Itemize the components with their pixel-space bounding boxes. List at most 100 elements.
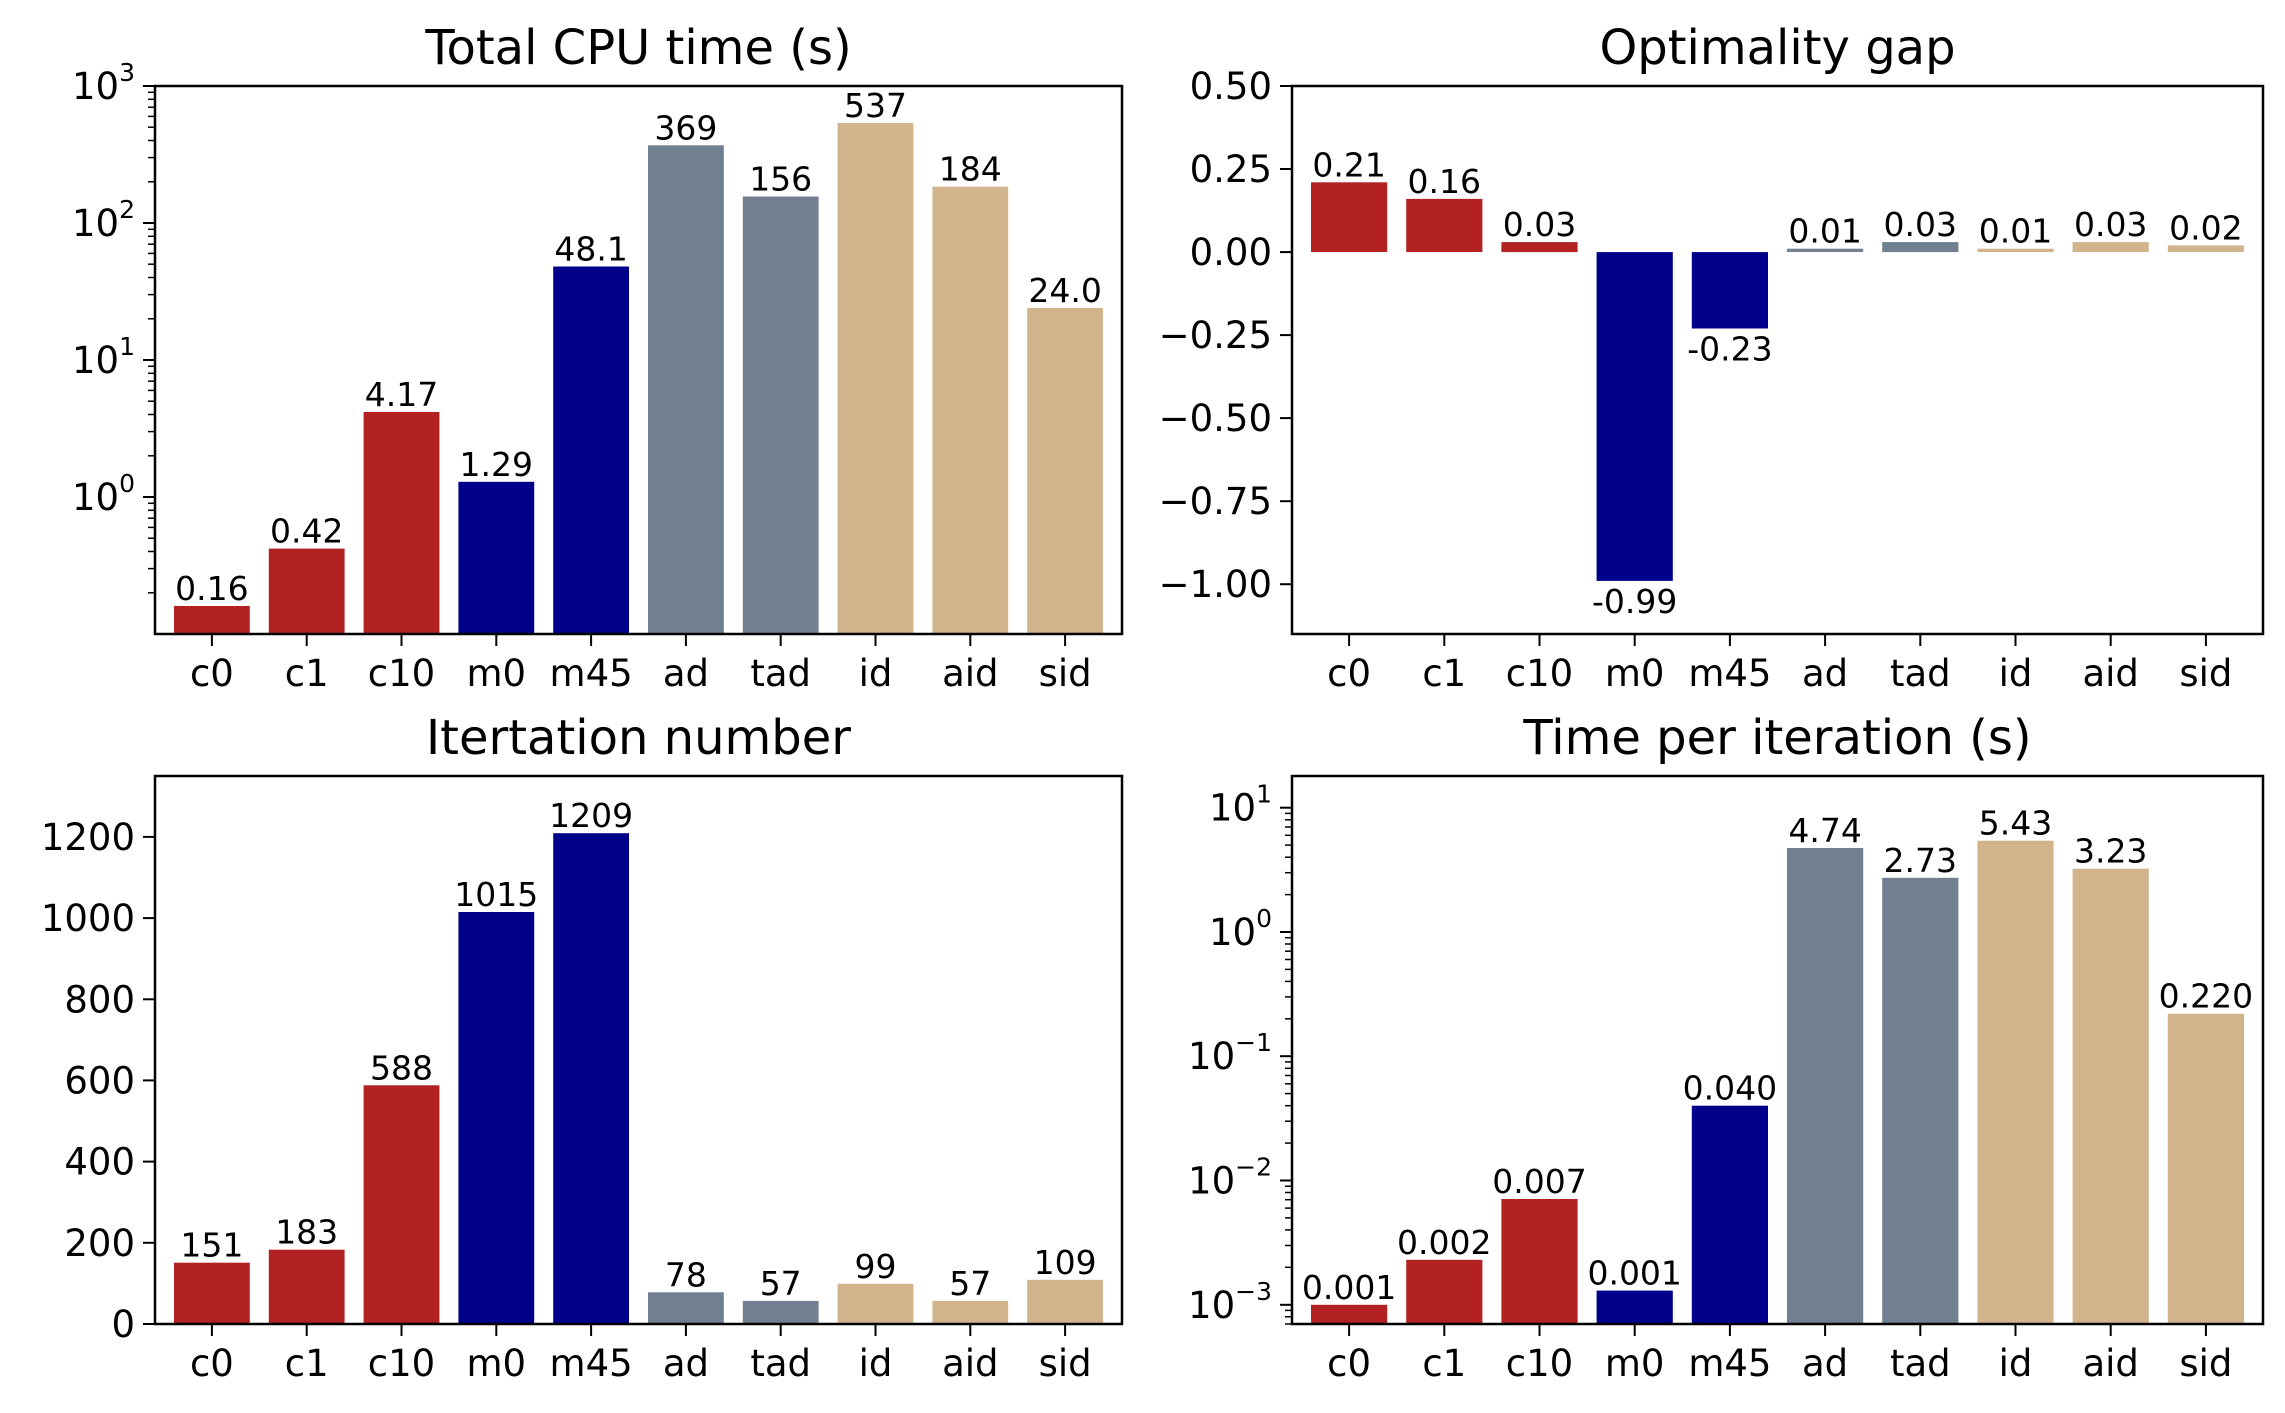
data-label-sid: 0.220	[2159, 977, 2253, 1016]
bar-m45	[553, 266, 629, 634]
chart-title: Time per iteration (s)	[1522, 710, 2031, 766]
x-tick-label-c0: c0	[1327, 1342, 1371, 1385]
data-label-c1: 0.42	[270, 512, 343, 551]
data-label-ad: 369	[654, 108, 717, 147]
bar-tad	[1882, 242, 1959, 253]
data-label-ad: 4.74	[1788, 811, 1861, 850]
bar-c1	[268, 548, 345, 634]
bar-aid	[932, 186, 1009, 634]
data-label-ad: 78	[665, 1255, 707, 1294]
x-tick-label-id: id	[859, 652, 893, 695]
bar-sid	[2167, 1013, 2244, 1324]
x-tick-label-m0: m0	[1605, 1342, 1665, 1385]
y-tick-label: 0	[111, 1303, 135, 1346]
y-tick-label: −0.75	[1159, 480, 1272, 523]
bar-m45	[1691, 252, 1768, 329]
data-label-c1: 0.002	[1397, 1223, 1491, 1262]
bar-m45	[553, 833, 629, 1324]
bar-c0	[174, 1262, 250, 1324]
data-label-c1: 183	[275, 1213, 338, 1252]
x-tick-label-c10: c10	[1506, 1342, 1573, 1385]
y-tick-label: 1000	[41, 897, 135, 940]
x-tick-label-ad: ad	[1802, 652, 1848, 695]
x-tick-label-m0: m0	[1605, 652, 1665, 695]
x-tick-label-c0: c0	[1327, 652, 1371, 695]
chart-title: Total CPU time (s)	[424, 20, 851, 76]
bar-id	[837, 123, 914, 634]
y-tick-label: −0.25	[1159, 314, 1272, 357]
x-tick-label-c10: c10	[368, 652, 435, 695]
data-label-tad: 0.03	[1884, 205, 1957, 244]
data-label-m45: 1209	[549, 796, 633, 835]
data-label-tad: 2.73	[1884, 841, 1957, 880]
x-tick-label-aid: aid	[942, 652, 998, 695]
x-tick-label-sid: sid	[2179, 1342, 2232, 1385]
data-label-aid: 0.03	[2074, 205, 2147, 244]
axes-frame	[153, 774, 1124, 1326]
data-label-tad: 57	[760, 1264, 802, 1303]
y-tick-label: 600	[64, 1059, 135, 1102]
data-label-m45: 0.040	[1683, 1069, 1777, 1108]
bar-m0	[1596, 252, 1673, 581]
data-label-c0: 151	[180, 1226, 243, 1265]
x-tick-label-aid: aid	[2082, 1342, 2138, 1385]
x-tick-label-c10: c10	[1506, 652, 1573, 695]
chart-panel-2: 0.21 0.16 0.03 -0.99 -0.23 0.01 0.03 0.01 0.03 0.…	[1159, 20, 2265, 695]
bar-c10	[1501, 1199, 1578, 1324]
y-tick-label: 102	[72, 195, 135, 245]
y-tick-label: 100	[72, 469, 135, 519]
bar-m0	[1596, 1290, 1673, 1324]
y-tick-label: 200	[64, 1222, 135, 1265]
bar-tad	[742, 1300, 819, 1324]
x-tick-label-tad: tad	[1890, 1342, 1951, 1385]
x-tick-label-aid: aid	[942, 1342, 998, 1385]
chart-title: Itertation number	[426, 710, 851, 766]
data-label-m0: -0.99	[1592, 582, 1677, 621]
x-tick-label-sid: sid	[1039, 1342, 1092, 1385]
bar-c1	[268, 1249, 345, 1324]
x-tick-label-c1: c1	[285, 652, 329, 695]
x-tick-label-tad: tad	[750, 652, 811, 695]
x-tick-label-m45: m45	[550, 652, 633, 695]
y-tick-label: 103	[72, 58, 135, 108]
bar-sid	[1027, 307, 1103, 634]
x-tick-label-m0: m0	[467, 652, 527, 695]
data-label-ad: 0.01	[1788, 212, 1861, 251]
bar-id	[1977, 840, 2054, 1324]
data-label-c0: 0.16	[175, 569, 248, 608]
y-tick-label: 1200	[41, 816, 135, 859]
bar-c1	[1406, 1259, 1483, 1324]
data-label-aid: 184	[939, 150, 1002, 189]
data-label-c10: 4.17	[365, 375, 438, 414]
data-label-id: 537	[844, 86, 907, 125]
data-label-sid: 0.02	[2169, 208, 2242, 247]
y-tick-label: 10−3	[1188, 1277, 1272, 1327]
x-tick-label-ad: ad	[1802, 1342, 1848, 1385]
data-label-sid: 24.0	[1028, 271, 1101, 310]
bar-c10	[363, 412, 440, 634]
bar-c0	[1311, 182, 1388, 252]
x-tick-label-m45: m45	[1688, 652, 1771, 695]
data-label-c10: 588	[370, 1048, 433, 1087]
x-tick-label-tad: tad	[750, 1342, 811, 1385]
bar-c0	[1311, 1304, 1388, 1324]
bar-m0	[458, 481, 535, 634]
data-label-c0: 0.21	[1312, 145, 1385, 184]
x-tick-label-id: id	[1999, 1342, 2033, 1385]
x-tick-label-aid: aid	[2082, 652, 2138, 695]
x-tick-label-m45: m45	[550, 1342, 633, 1385]
x-tick-label-c10: c10	[368, 1342, 435, 1385]
y-tick-label: 101	[1209, 780, 1272, 830]
data-label-c10: 0.03	[1503, 205, 1576, 244]
bar-id	[837, 1283, 914, 1324]
y-tick-label: 0.25	[1190, 148, 1272, 191]
bar-tad	[1882, 877, 1959, 1324]
data-label-sid: 109	[1034, 1243, 1097, 1282]
x-tick-label-c1: c1	[1422, 1342, 1466, 1385]
chart-title: Optimality gap	[1599, 20, 1955, 76]
y-tick-label: 100	[1209, 904, 1272, 954]
x-tick-label-c1: c1	[285, 1342, 329, 1385]
bar-aid	[932, 1300, 1009, 1324]
data-label-id: 0.01	[1979, 212, 2052, 251]
bar-ad	[1787, 248, 1864, 252]
